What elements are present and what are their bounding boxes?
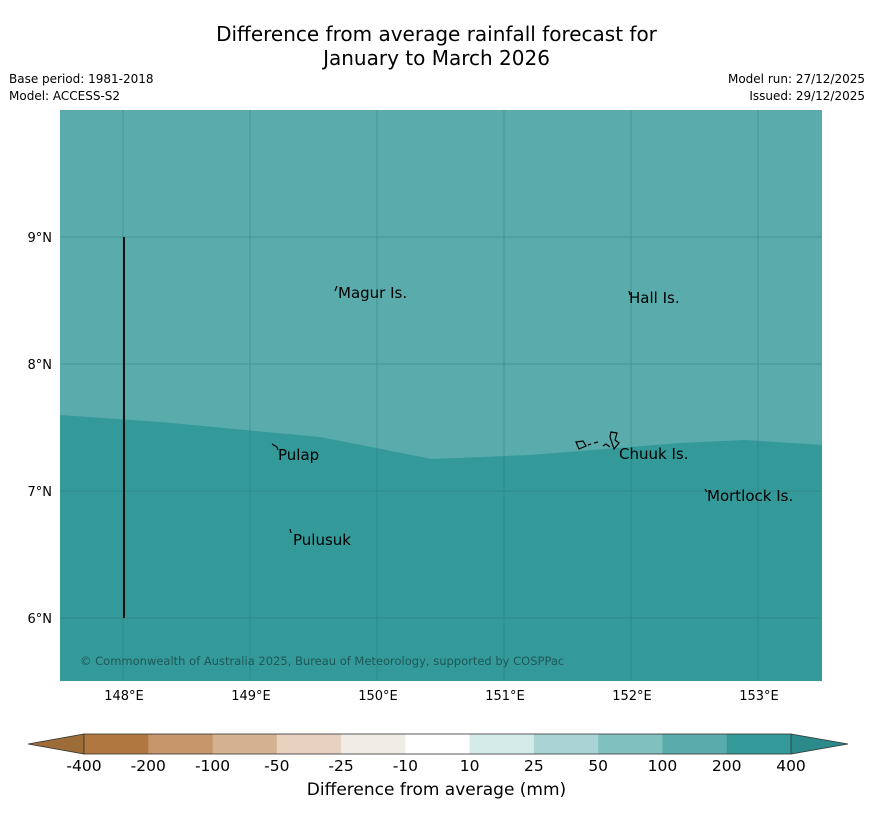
colorbar-tick-label: 400 xyxy=(776,757,806,775)
colorbar-tick-label: -25 xyxy=(328,757,353,775)
issued-date: Issued: 29/12/2025 xyxy=(749,89,865,103)
lat-label-7n: 7°N xyxy=(28,485,53,500)
colorbar-tick-label: 10 xyxy=(460,757,480,775)
island-chuuk-lagoon xyxy=(575,431,620,451)
colorbar-cell xyxy=(84,734,149,754)
label-magur: Magur Is. xyxy=(338,284,407,302)
label-pulusuk: Pulusuk xyxy=(293,531,351,549)
colorbar-ticks: -400 -200 -100 -50 -25 -10 10 25 50 100 200 400 xyxy=(66,757,805,775)
lat-labels: 9°N 8°N 7°N 6°N xyxy=(28,231,53,627)
map-panel xyxy=(60,110,822,681)
lon-label-153e: 153°E xyxy=(739,689,779,704)
label-hall: Hall Is. xyxy=(629,289,680,307)
island-pulusuk xyxy=(289,528,292,534)
colorbar-cell xyxy=(469,734,535,754)
meta-right: Model run: 27/12/2025 Issued: 29/12/2025 xyxy=(728,71,865,105)
label-pulap: Pulap xyxy=(278,446,319,464)
colorbar-cell xyxy=(405,734,471,754)
colorbar-cell xyxy=(662,734,728,754)
colorbar-tick-label: -50 xyxy=(264,757,289,775)
lon-label-149e: 149°E xyxy=(231,689,271,704)
colorbar-cell xyxy=(598,734,663,754)
map-title: Difference from average rainfall forecas… xyxy=(0,22,873,70)
meta-left: Base period: 1981-2018 Model: ACCESS-S2 xyxy=(9,71,154,105)
colorbar-tick-label: 100 xyxy=(648,757,678,775)
colorbar-cell xyxy=(341,734,406,754)
colorbar-label: Difference from average (mm) xyxy=(306,780,567,800)
lat-label-9n: 9°N xyxy=(28,231,53,246)
title-line-1: Difference from average rainfall forecas… xyxy=(216,22,657,46)
lon-label-150e: 150°E xyxy=(358,689,398,704)
model-run: Model run: 27/12/2025 xyxy=(727,72,865,86)
colorbar-tick-label: -400 xyxy=(66,757,101,775)
colorbar-tick-label: 25 xyxy=(524,757,544,775)
island-pulap xyxy=(271,443,279,451)
lon-label-152e: 152°E xyxy=(612,689,652,704)
colorbar-under-arrow xyxy=(27,733,85,755)
lon-label-148e: 148°E xyxy=(104,689,144,704)
model-name: Model: ACCESS-S2 xyxy=(9,89,121,103)
island-hall xyxy=(628,290,631,296)
colorbar-over-arrow xyxy=(790,733,849,755)
colorbar-tick-label: 50 xyxy=(588,757,608,775)
colorbar: -400 -200 -100 -50 -25 -10 10 25 50 100 200 400 xyxy=(27,733,849,775)
colorbar-frame xyxy=(83,733,792,755)
colorbar-tick-label: -10 xyxy=(393,757,418,775)
title-line-2: January to March 2026 xyxy=(323,46,550,70)
island-magur xyxy=(334,285,338,292)
label-chuuk: Chuuk Is. xyxy=(619,445,688,463)
base-period: Base period: 1981-2018 xyxy=(9,72,154,86)
label-mortlock: Mortlock Is. xyxy=(707,487,793,505)
lat-label-8n: 8°N xyxy=(28,358,53,373)
colorbar-cell xyxy=(212,734,278,754)
colorbar-tick-label: -200 xyxy=(131,757,166,775)
lat-label-6n: 6°N xyxy=(28,612,53,627)
region-200-400 xyxy=(60,415,822,681)
colorbar-cell xyxy=(726,734,792,754)
place-labels: Magur Is. Hall Is. Pulap Chuuk Is. Mortl… xyxy=(278,284,793,549)
colorbar-cell xyxy=(148,734,214,754)
colorbar-cell xyxy=(276,734,342,754)
island-mortlock xyxy=(704,488,708,493)
colorbar-cell xyxy=(533,734,599,754)
copyright-text: © Commonwealth of Australia 2025, Bureau… xyxy=(80,654,564,668)
colorbar-tick-label: -100 xyxy=(195,757,230,775)
colorbar-tick-label: 200 xyxy=(712,757,742,775)
lon-label-151e: 151°E xyxy=(485,689,525,704)
island-marks xyxy=(271,285,708,534)
colorbar-cells xyxy=(84,734,792,754)
lon-labels: 148°E 149°E 150°E 151°E 152°E 153°E xyxy=(104,689,779,704)
